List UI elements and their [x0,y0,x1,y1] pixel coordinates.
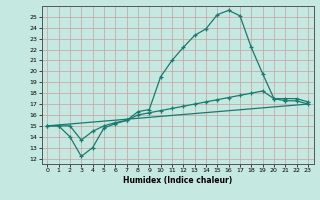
X-axis label: Humidex (Indice chaleur): Humidex (Indice chaleur) [123,176,232,185]
